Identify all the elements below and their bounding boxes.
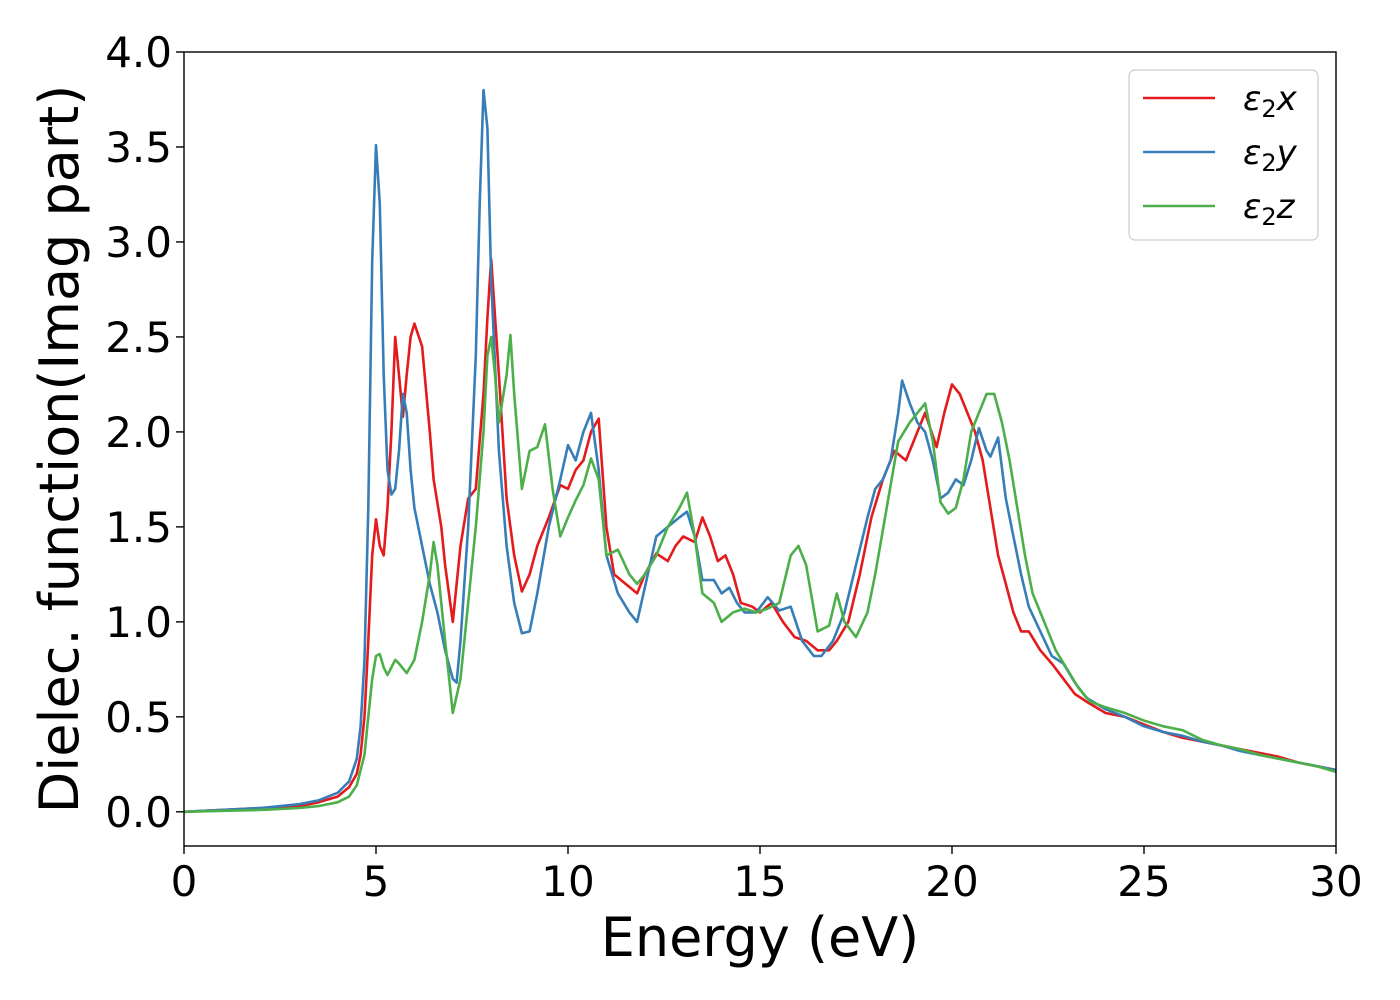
y-tick-label: 3.5 [105, 123, 172, 172]
series-line-z [183, 333, 1337, 814]
x-tick-label: 10 [541, 857, 594, 906]
y-tick-label: 4.0 [105, 28, 172, 77]
series-line-x [183, 257, 1337, 814]
y-tick-label: 3.0 [105, 218, 172, 267]
legend: ε2x ε2y ε2z [1128, 69, 1319, 241]
x-tick-label: 30 [1309, 857, 1362, 906]
legend-frame [1128, 69, 1319, 241]
y-tick-label: 0.0 [105, 788, 172, 837]
y-tick-label: 2.0 [105, 408, 172, 457]
x-tick-label: 20 [925, 857, 978, 906]
x-tick-label: 15 [733, 857, 786, 906]
x-axis-title: Energy (eV) [601, 906, 920, 969]
x-tick-label: 25 [1117, 857, 1170, 906]
y-tick-label: 1.0 [105, 598, 172, 647]
x-tick-label: 5 [363, 857, 390, 906]
x-axis: 0 5 10 15 20 25 30 [171, 846, 1363, 906]
x-tick-label: 0 [171, 857, 198, 906]
y-axis-title: Dielec. function(Imag part) [28, 85, 91, 814]
legend-label-y: ε2y [1243, 133, 1298, 177]
y-axis: 0.0 0.5 1.0 1.5 2.0 2.5 3.0 3.5 4.0 [105, 28, 184, 837]
y-tick-label: 2.5 [105, 313, 172, 362]
legend-label-z: ε2z [1243, 187, 1296, 231]
y-tick-label: 1.5 [105, 503, 172, 552]
y-tick-label: 0.5 [105, 693, 172, 742]
legend-label-x: ε2x [1243, 79, 1298, 123]
series-layer [183, 88, 1337, 814]
